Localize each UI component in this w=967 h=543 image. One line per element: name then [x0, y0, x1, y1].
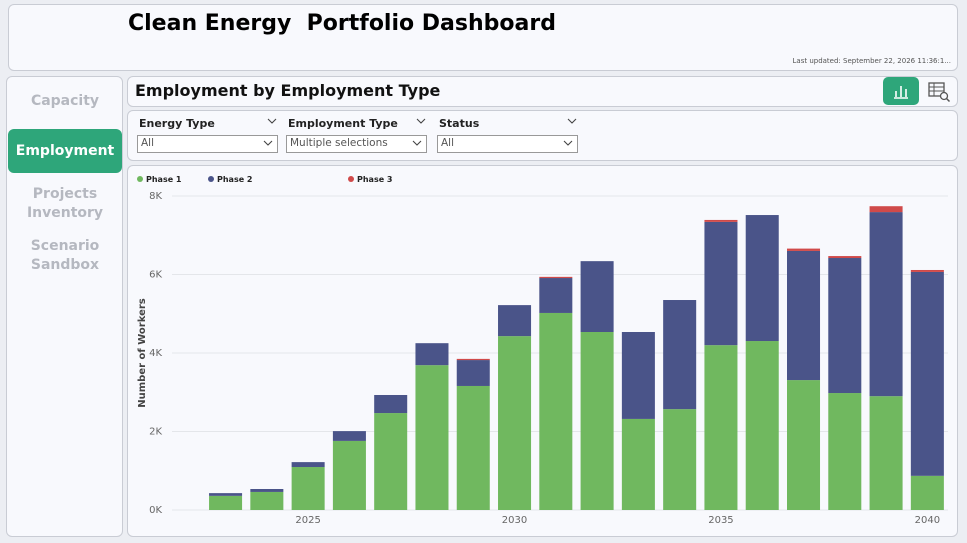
bar-segment	[869, 206, 903, 213]
bar-segment	[869, 396, 903, 510]
bar-segment	[539, 276, 573, 279]
y-tick-label: 6K	[149, 270, 162, 281]
bar-segment	[250, 489, 284, 492]
bar-segment	[580, 332, 614, 510]
y-tick-label: 8K	[149, 191, 162, 202]
bar-segment	[456, 358, 490, 361]
bar-segment	[663, 409, 697, 510]
y-tick-label: 2K	[149, 427, 162, 438]
panel-title-box: Employment by Employment Type	[127, 76, 958, 107]
nav-capacity[interactable]: Capacity	[30, 93, 100, 109]
nav-scenario[interactable]: Scenario Sandbox	[30, 238, 100, 273]
bar-segment	[498, 336, 532, 510]
panel-title: Employment by Employment Type	[135, 81, 441, 100]
legend-swatch	[208, 176, 214, 182]
legend-label: Phase 1	[146, 175, 182, 184]
bar-segment	[250, 491, 284, 510]
legend-label: Phase 3	[357, 175, 393, 184]
bar-segment	[209, 493, 243, 496]
bar-icon	[894, 86, 908, 99]
bar-segment	[456, 360, 490, 386]
bar-segment	[745, 215, 779, 342]
bar-segment	[374, 394, 408, 414]
legend-swatch	[137, 176, 143, 182]
bar-segment	[456, 385, 490, 510]
chevrons	[263, 118, 577, 146]
bar-segment	[910, 475, 944, 510]
bar-segment	[787, 248, 821, 251]
filter-label: Status	[439, 117, 480, 130]
bar-segment	[869, 212, 903, 397]
bar-segment	[498, 305, 532, 337]
bar-segment	[910, 269, 944, 272]
filter-select[interactable]: All	[137, 135, 278, 153]
table-icon	[928, 82, 951, 103]
bar-segment	[704, 219, 738, 222]
bar-segment	[415, 365, 449, 510]
bar-segment	[539, 278, 573, 313]
bar-segment	[580, 261, 614, 333]
filter-label: Employment Type	[288, 117, 398, 130]
bar-segment	[828, 258, 862, 394]
bar-segment	[910, 271, 944, 476]
y-tick-label: 0K	[149, 505, 162, 516]
bar-segment	[787, 250, 821, 381]
bar-segment	[828, 256, 862, 259]
bar-segment	[539, 312, 573, 510]
y-tick-label: 4K	[149, 348, 162, 359]
bar-segment	[332, 431, 366, 441]
bar-segment	[704, 221, 738, 346]
legend-label: Phase 2	[217, 175, 253, 184]
bar-segment	[415, 343, 449, 366]
filter-label: Energy Type	[139, 117, 215, 130]
bar-segment	[209, 495, 243, 510]
header: Clean Energy Portfolio Dashboard Last up…	[8, 4, 958, 71]
x-tick-label: 2035	[708, 515, 733, 526]
nav-panel: Capacity Employment Projects Inventory S…	[6, 76, 123, 537]
nav-projects[interactable]: Projects Inventory	[26, 186, 104, 221]
legend-swatch	[348, 176, 354, 182]
x-tick-label: 2025	[295, 515, 320, 526]
last-updated: Last updated: September 22, 2026 11:36:1…	[792, 57, 951, 65]
bar-segment	[828, 393, 862, 510]
dashboard-title: Clean Energy Portfolio Dashboard	[128, 11, 556, 36]
bar-segment	[663, 300, 697, 410]
bar-segment	[621, 418, 655, 510]
x-tick-label: 2040	[915, 515, 940, 526]
filter-select[interactable]: Multiple selections	[286, 135, 427, 153]
bar-segment	[332, 440, 366, 510]
filter-select[interactable]: All	[437, 135, 578, 153]
bar-segment	[374, 413, 408, 510]
nav-employment[interactable]: Employment	[8, 129, 122, 173]
y-axis-label: Number of Workers	[137, 298, 148, 408]
bar-segment	[621, 332, 655, 419]
table-view-button[interactable]	[921, 77, 955, 105]
bar-segment	[291, 467, 325, 510]
bar-segment	[745, 341, 779, 510]
bar-segment	[704, 345, 738, 510]
bar-segment	[787, 380, 821, 510]
filter-box: Energy Type All Employment Type Multiple…	[127, 110, 958, 161]
x-tick-label: 2030	[502, 515, 527, 526]
chart-view-button[interactable]	[883, 77, 919, 105]
bar-segment	[291, 462, 325, 468]
